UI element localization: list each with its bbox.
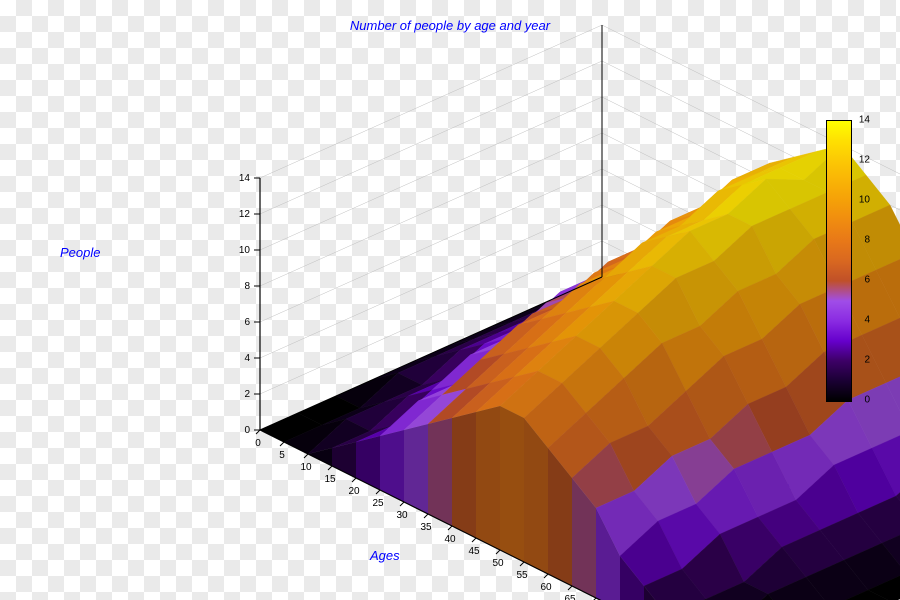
svg-text:45: 45 [468,546,480,557]
svg-text:10: 10 [239,245,251,256]
svg-text:35: 35 [420,522,432,533]
svg-text:12: 12 [239,209,251,220]
svg-text:14: 14 [239,173,251,184]
svg-text:55: 55 [516,570,528,581]
svg-text:2: 2 [244,389,250,400]
svg-text:10: 10 [300,462,312,473]
svg-text:50: 50 [492,558,504,569]
svg-text:60: 60 [540,582,552,593]
svg-text:20: 20 [348,486,360,497]
svg-text:65: 65 [564,594,576,600]
svg-text:0: 0 [255,438,261,449]
svg-text:0: 0 [244,425,250,436]
svg-text:4: 4 [244,353,250,364]
svg-text:30: 30 [396,510,408,521]
svg-text:40: 40 [444,534,456,545]
svg-text:6: 6 [244,317,250,328]
surface-plot: 0510152025303540455055606570758085909510… [0,0,900,600]
svg-text:8: 8 [244,281,250,292]
svg-text:15: 15 [324,474,336,485]
colorbar [826,120,852,402]
svg-text:25: 25 [372,498,384,509]
svg-text:5: 5 [279,450,285,461]
